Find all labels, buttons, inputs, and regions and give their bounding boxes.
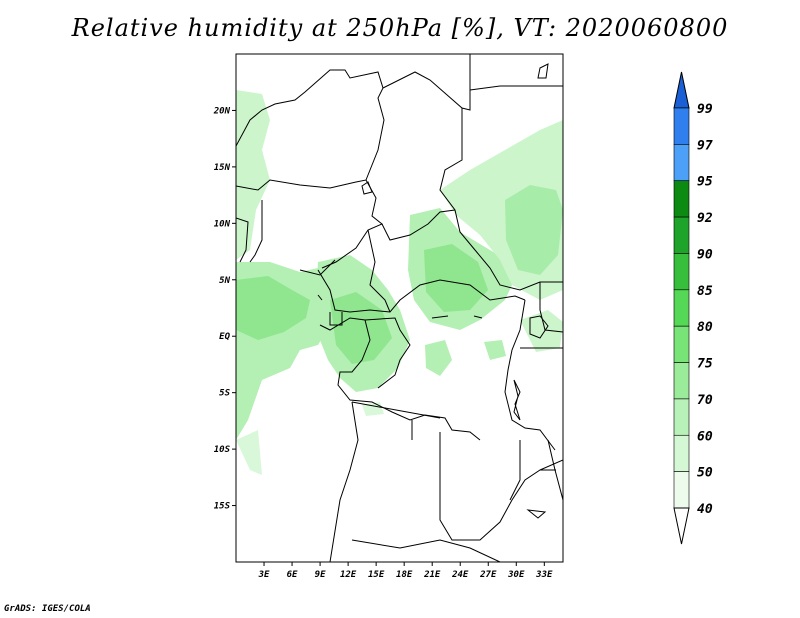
border-line	[299, 259, 336, 276]
humidity-shading	[236, 90, 563, 475]
lon-tick-label: 27E	[479, 570, 497, 580]
lat-tick-label: 5N	[219, 276, 230, 286]
lon-tick-label: 33E	[535, 570, 553, 580]
lon-tick-label: 21E	[423, 570, 441, 580]
border-line	[329, 401, 359, 562]
colorbar-swatch	[673, 362, 690, 400]
lon-tick-label: 24E	[451, 570, 469, 580]
colorbar-label: 85	[697, 284, 713, 299]
border-line	[249, 200, 263, 263]
border-line	[539, 459, 563, 471]
colorbar-label: 50	[697, 466, 713, 481]
lat-tick-label: 10N	[214, 219, 231, 229]
humidity-area-south-tail	[236, 430, 262, 475]
colorbar: 99 97 95 92 90 85 80 75 70 60 50 40	[673, 71, 713, 545]
colorbar-swatch	[673, 471, 690, 509]
lake-outline	[537, 63, 549, 79]
lake-outline	[513, 379, 521, 421]
border-line	[439, 108, 563, 291]
border-line	[236, 69, 385, 181]
humidity-area-car-core	[424, 244, 488, 312]
map-frame	[235, 53, 564, 563]
lon-tick-label: 18E	[396, 570, 413, 580]
lat-tick-label: 20N	[213, 106, 231, 116]
colorbar-label: 70	[697, 393, 713, 408]
border-line	[509, 440, 521, 501]
lon-tick-label: 15E	[368, 570, 385, 580]
border-line	[351, 401, 441, 419]
colorbar-swatch	[673, 144, 690, 182]
border-line	[367, 229, 391, 313]
grads-credit: GrADS: IGES/COLA	[4, 604, 91, 614]
humidity-area-east-core	[505, 185, 563, 275]
border-line	[439, 432, 556, 541]
map-axes: 20N 15N 10N 5N EQ 5S 10S 15S 3E 6E 9E 12E 15E 18E 21E 2…	[213, 106, 553, 580]
lake-outline	[526, 509, 547, 519]
lat-tick-label: EQ	[219, 332, 230, 342]
humidity-area-patch-1	[425, 340, 452, 376]
country-borders	[236, 54, 563, 562]
colorbar-label: 60	[697, 429, 713, 444]
lon-tick-label: 9E	[315, 570, 326, 580]
humidity-area-gulf-guinea-core	[236, 276, 310, 340]
lat-tick-label: 15S	[214, 502, 231, 512]
coast-dash	[317, 294, 323, 301]
lake-outline	[529, 315, 549, 339]
colorbar-swatch	[673, 289, 690, 327]
colorbar-bottom-arrow	[673, 507, 690, 545]
colorbar-swatch	[673, 325, 690, 363]
coast-dash	[473, 315, 483, 319]
border-line	[504, 299, 556, 451]
humidity-area-patch-2	[484, 340, 506, 360]
border-line	[382, 54, 471, 111]
lon-tick-label: 3E	[258, 570, 270, 580]
border-line	[381, 209, 456, 241]
lon-tick-label: 6E	[287, 570, 298, 580]
lat-tick-label: 5S	[219, 389, 230, 399]
colorbar-label: 90	[697, 247, 713, 262]
humidity-area-congo-core	[330, 292, 392, 364]
humidity-area-west-coast	[236, 90, 270, 260]
colorbar-label: 92	[697, 211, 713, 226]
border-line	[469, 85, 563, 91]
colorbar-label: 97	[697, 138, 713, 153]
lake-outline	[361, 181, 373, 195]
border-line	[319, 317, 481, 441]
humidity-area-patch-3	[520, 310, 563, 352]
colorbar-label: 40	[697, 502, 713, 517]
colorbar-top-arrow	[673, 71, 690, 109]
lon-tick-label: 30E	[507, 570, 525, 580]
colorbar-swatch	[673, 180, 690, 218]
lon-tick-label: 12E	[340, 570, 357, 580]
colorbar-swatch	[673, 107, 690, 145]
border-line	[236, 217, 249, 263]
colorbar-swatch	[673, 434, 690, 472]
colorbar-swatch	[673, 398, 690, 436]
lat-tick-label: 10S	[214, 445, 231, 455]
colorbar-label: 99	[697, 102, 713, 117]
colorbar-label: 95	[697, 175, 713, 190]
border-line	[364, 317, 411, 389]
border-line	[539, 282, 563, 333]
colorbar-swatch	[673, 216, 690, 254]
lat-tick-label: 15N	[214, 163, 231, 173]
colorbar-label: 80	[697, 320, 713, 335]
border-line	[351, 539, 501, 562]
colorbar-label: 75	[697, 357, 713, 372]
map-title: Relative humidity at 250hPa [%], VT: 202…	[71, 14, 729, 42]
colorbar-swatch	[673, 253, 690, 291]
border-line	[329, 312, 343, 326]
coast-dash	[431, 315, 449, 319]
border-line	[547, 439, 563, 501]
border-line	[317, 269, 526, 313]
